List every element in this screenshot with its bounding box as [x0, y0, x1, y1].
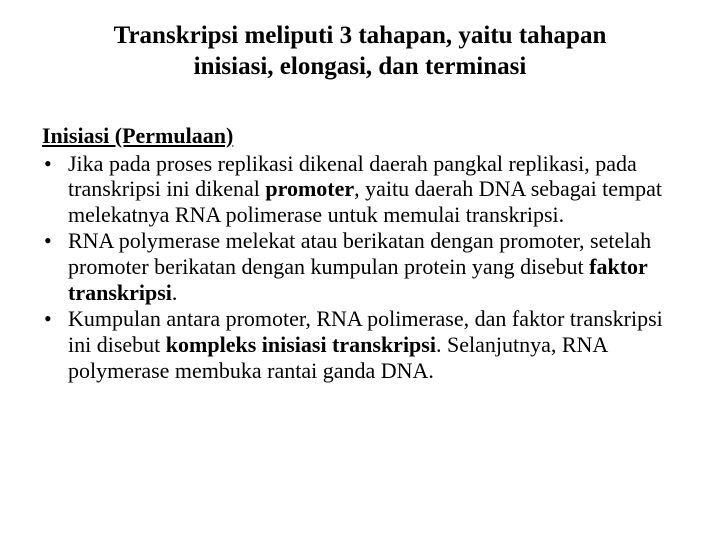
- bullet-mark: •: [42, 306, 68, 332]
- bullet-list: • Jika pada proses replikasi dikenal dae…: [42, 151, 678, 385]
- list-item: • RNA polymerase melekat atau berikatan …: [42, 228, 678, 306]
- slide-container: Transkripsi meliputi 3 tahapan, yaitu ta…: [0, 0, 720, 404]
- text-run: RNA polymerase melekat atau berikatan de…: [68, 228, 651, 279]
- text-bold: kompleks inisiasi transkripsi: [166, 332, 436, 357]
- slide-title: Transkripsi meliputi 3 tahapan, yaitu ta…: [82, 20, 638, 83]
- bullet-mark: •: [42, 151, 68, 177]
- section-heading: Inisiasi (Permulaan): [42, 123, 678, 149]
- list-item: • Jika pada proses replikasi dikenal dae…: [42, 151, 678, 229]
- text-bold: promoter: [265, 176, 354, 201]
- bullet-mark: •: [42, 228, 68, 254]
- bullet-text: Jika pada proses replikasi dikenal daera…: [68, 151, 678, 229]
- bullet-text: Kumpulan antara promoter, RNA polimerase…: [68, 306, 678, 384]
- bullet-text: RNA polymerase melekat atau berikatan de…: [68, 228, 678, 306]
- text-run: .: [172, 280, 178, 305]
- list-item: • Kumpulan antara promoter, RNA polimera…: [42, 306, 678, 384]
